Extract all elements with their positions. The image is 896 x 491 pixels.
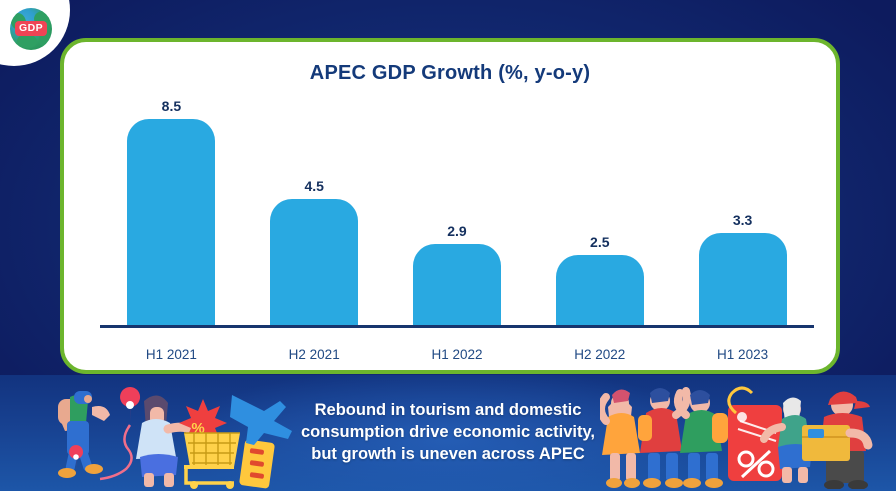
- shopping-cart-icon: [184, 432, 240, 489]
- bar-value-label: 2.9: [447, 223, 467, 239]
- bar: [127, 119, 216, 325]
- route-path: [99, 424, 133, 481]
- caption-line-1: Rebound in tourism and domestic: [314, 401, 582, 420]
- traveler-backpack-figure: [58, 391, 110, 478]
- chart-card: APEC GDP Growth (%, y-o-y) 8.5 4.5 2.9 2.5 3…: [60, 38, 840, 374]
- x-axis-label: H2 2021: [288, 347, 340, 362]
- x-axis-tick-labels: H1 2021 H2 2021 H1 2022 H2 2022 H1 2023: [100, 347, 814, 362]
- travelers-delivery-illustration: [600, 386, 873, 489]
- x-axis-line: [100, 325, 814, 328]
- bar-column: 2.5: [555, 98, 644, 325]
- bar-value-label: 8.5: [161, 98, 182, 114]
- bar-value-label: 3.3: [732, 212, 753, 228]
- bar-value-label: 4.5: [304, 178, 324, 194]
- location-pin-icon: [120, 387, 141, 423]
- illustration-left: %: [18, 377, 304, 489]
- bar: [270, 199, 359, 325]
- x-axis-label: H2 2022: [574, 347, 626, 362]
- traveler-figure: [638, 387, 691, 488]
- shopper-figure: [760, 397, 812, 483]
- bar-column: 3.3: [698, 98, 787, 325]
- ticket-icon: [239, 439, 275, 489]
- delivery-person-figure: [802, 391, 873, 489]
- caption-text: Rebound in tourism and domestic consumpt…: [283, 400, 613, 466]
- x-axis-label: H1 2021: [145, 347, 197, 362]
- x-axis-label: H1 2023: [717, 347, 769, 362]
- caption-line-3: but growth is uneven across APEC: [311, 444, 585, 463]
- traveler-figure: [600, 389, 640, 488]
- airplane-icon: [230, 395, 292, 445]
- bar-value-label: 2.5: [590, 234, 610, 250]
- globe-gdp-logo-icon: GDP: [10, 8, 52, 50]
- gdp-badge-label: GDP: [15, 21, 47, 36]
- shopper-figure: [136, 395, 207, 487]
- chart-title: APEC GDP Growth (%, y-o-y): [309, 62, 591, 84]
- bar: [555, 255, 644, 325]
- bar: [412, 244, 501, 325]
- chart-plot-area: 8.5 4.5 2.9 2.5 3.3 H1 2021 H2 2021 H1 2022 H2 …: [100, 98, 814, 362]
- bar: [698, 233, 787, 325]
- bar-series: 8.5 4.5 2.9 2.5 3.3: [100, 98, 814, 325]
- bar-column: 8.5: [127, 98, 216, 325]
- caption-band: %: [0, 375, 896, 491]
- bar-column: 2.9: [412, 98, 501, 325]
- globe-landmass-icon: [17, 34, 37, 48]
- traveler-backpack-figure: [674, 389, 728, 488]
- illustration-right: [600, 377, 886, 489]
- bar-column: 4.5: [270, 98, 359, 325]
- discount-tag-icon: [727, 386, 782, 481]
- tourism-shopping-illustration: %: [58, 387, 292, 489]
- location-pin-icon: [69, 445, 84, 471]
- caption-line-2: consumption drive economic activity,: [300, 423, 595, 442]
- x-axis-label: H1 2022: [431, 347, 483, 362]
